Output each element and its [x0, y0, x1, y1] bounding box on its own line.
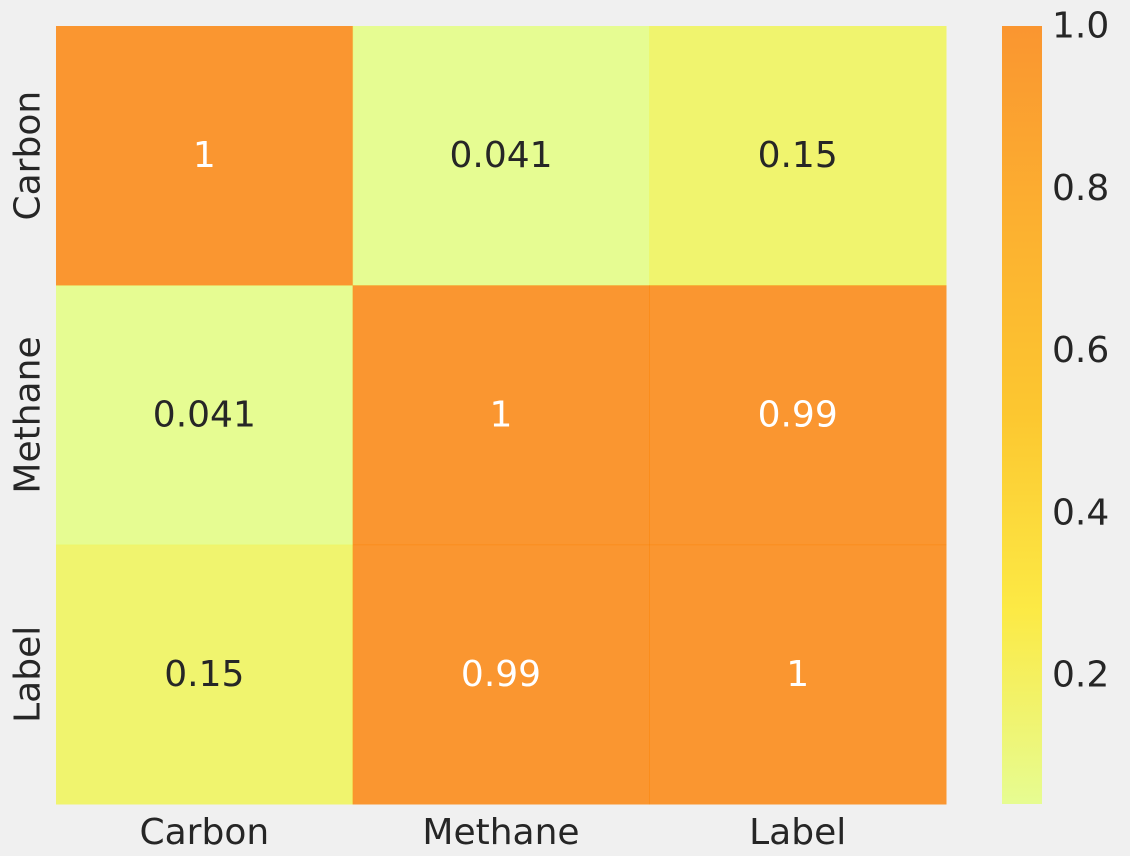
cell-value-label: 0.041	[449, 135, 552, 176]
y-tick-label: Methane	[8, 336, 49, 493]
cell-value-label: 1	[490, 395, 513, 436]
y-tick-label: Carbon	[8, 91, 49, 221]
heatmap-cells	[56, 26, 947, 805]
y-axis-tick-labels: Carbon Methane Label	[8, 91, 49, 723]
heatmap-cell-methane-label	[649, 285, 947, 546]
heatmap-cell-label-methane	[352, 544, 650, 805]
heatmap-cell-label-label	[649, 544, 947, 805]
heatmap-cell-carbon-carbon	[56, 26, 354, 286]
heatmap-cell-methane-carbon	[56, 285, 354, 546]
colorbar	[1002, 26, 1042, 804]
colorbar-tick-label: 0.2	[1052, 655, 1109, 696]
cell-value-label: 0.15	[164, 654, 244, 695]
cell-value-label: 0.15	[758, 135, 838, 176]
heatmap-cell-methane-methane	[352, 285, 650, 546]
heatmap-cell-labels: 1 0.041 0.15 0.041 1 0.99 0.15 0.99 1	[153, 135, 838, 695]
colorbar-tick-label: 0.4	[1052, 492, 1109, 533]
colorbar-tick-label: 0.6	[1052, 330, 1109, 371]
colorbar-tick-labels: 0.2 0.4 0.6 0.8 1.0	[1052, 6, 1109, 696]
y-tick-label: Label	[8, 626, 49, 723]
colorbar-tick-label: 0.8	[1052, 168, 1109, 209]
cell-value-label: 1	[193, 135, 216, 176]
cell-value-label: 0.041	[153, 395, 256, 436]
heatmap-cell-carbon-methane	[352, 26, 650, 286]
cell-value-label: 1	[786, 654, 809, 695]
x-tick-label: Carbon	[139, 812, 269, 853]
x-tick-label: Label	[749, 812, 846, 853]
x-axis-tick-labels: Carbon Methane Label	[139, 812, 846, 853]
cell-value-label: 0.99	[461, 654, 541, 695]
cell-value-label: 0.99	[758, 395, 838, 436]
heatmap-cell-carbon-label	[649, 26, 947, 286]
heatmap-cell-label-carbon	[56, 544, 354, 805]
colorbar-tick-label: 1.0	[1052, 6, 1109, 47]
x-tick-label: Methane	[422, 812, 579, 853]
